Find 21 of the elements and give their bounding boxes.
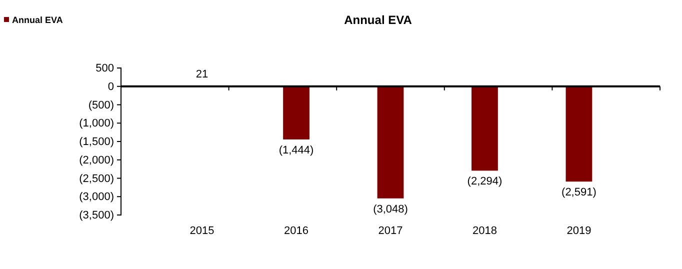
y-tick-label: (500): [88, 99, 114, 112]
x-tick-label: 2017: [378, 225, 403, 237]
y-tick-label: 0: [108, 80, 114, 93]
x-tick-label: 2016: [284, 225, 309, 237]
data-label: 21: [196, 68, 208, 81]
x-tick-label: 2019: [566, 225, 592, 237]
legend-label: Annual EVA: [12, 15, 64, 25]
y-tick-label: (2,500): [79, 172, 114, 185]
data-label: (2,591): [562, 186, 596, 199]
data-label: (1,444): [278, 144, 314, 156]
y-tick-label: 500: [96, 62, 114, 75]
data-label: (2,294): [467, 176, 502, 188]
data-label: (3,048): [373, 203, 408, 216]
chart-title: Annual EVA: [344, 13, 412, 27]
x-tick-label: 2018: [472, 225, 497, 237]
y-tick-label: (1,500): [79, 136, 114, 148]
y-tick-label: (3,000): [79, 191, 114, 204]
y-tick-label: (1,000): [79, 118, 114, 130]
y-tick-label: (3,500): [79, 210, 114, 222]
y-tick-label: (2,000): [79, 154, 114, 166]
x-tick-label: 2015: [190, 225, 214, 237]
